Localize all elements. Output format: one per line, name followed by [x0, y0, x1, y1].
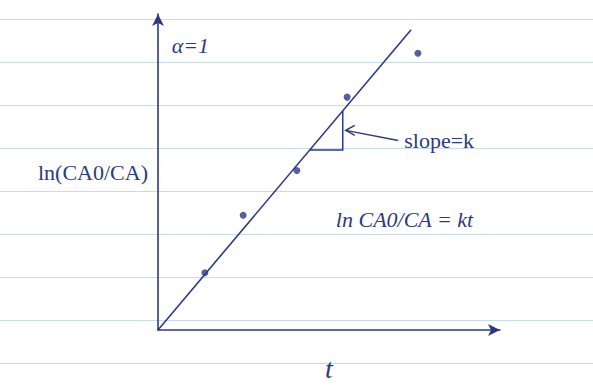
- svg-text:ln(CA0/CA): ln(CA0/CA): [38, 160, 148, 185]
- svg-text:t: t: [325, 353, 334, 384]
- svg-text:slope=k: slope=k: [404, 128, 474, 153]
- svg-text:ln CA0/CA = kt: ln CA0/CA = kt: [336, 207, 474, 232]
- svg-text:α=1: α=1: [172, 33, 209, 58]
